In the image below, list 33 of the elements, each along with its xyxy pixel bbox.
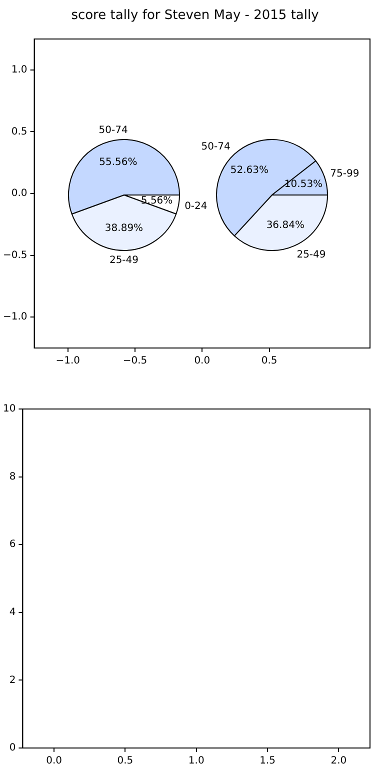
y-tick-label: −0.5	[2, 250, 28, 261]
x-tick-label: −0.5	[122, 356, 148, 367]
y-tick-label: 1.0	[11, 64, 28, 76]
slice-label: 50-74	[98, 125, 128, 136]
x-tick-label: 1.0	[188, 756, 204, 767]
y-tick-label: 0.5	[11, 126, 28, 138]
data-label: 38.89%	[104, 222, 144, 234]
y-tick-label: 8	[9, 471, 16, 482]
y-tick-label: −1.0	[2, 312, 28, 323]
slice-label: 25-49	[296, 250, 326, 261]
y-tick-label: 0	[9, 742, 16, 754]
y-tick-label: 0.0	[11, 188, 28, 200]
x-tick-label: 1.5	[260, 756, 276, 767]
data-label: 10.53%	[284, 178, 323, 190]
slice-label: 0-24	[184, 200, 208, 212]
data-label: 55.56%	[99, 156, 138, 168]
x-tick-label: 0.5	[117, 756, 134, 767]
x-tick-label: 2.0	[330, 756, 347, 767]
slice-label: 50-74	[201, 141, 230, 152]
chart-title: score tally for Steven May - 2015 tally	[70, 8, 320, 23]
data-label: 5.56%	[140, 195, 173, 206]
y-tick-label: 6	[9, 539, 16, 550]
x-tick-label: −1.0	[56, 356, 80, 367]
data-label: 52.63%	[230, 165, 269, 176]
y-tick-label: 4	[9, 606, 16, 618]
slice-label: 75-99	[330, 168, 360, 180]
data-label: 36.84%	[266, 220, 304, 232]
slice-label: 25-49	[109, 255, 139, 266]
y-tick-label: 2	[9, 674, 16, 686]
x-tick-label: 0.5	[261, 356, 278, 367]
x-tick-label: 0.0	[194, 356, 210, 367]
y-tick-label: 10	[2, 404, 16, 415]
x-tick-label: 0.0	[46, 756, 62, 767]
